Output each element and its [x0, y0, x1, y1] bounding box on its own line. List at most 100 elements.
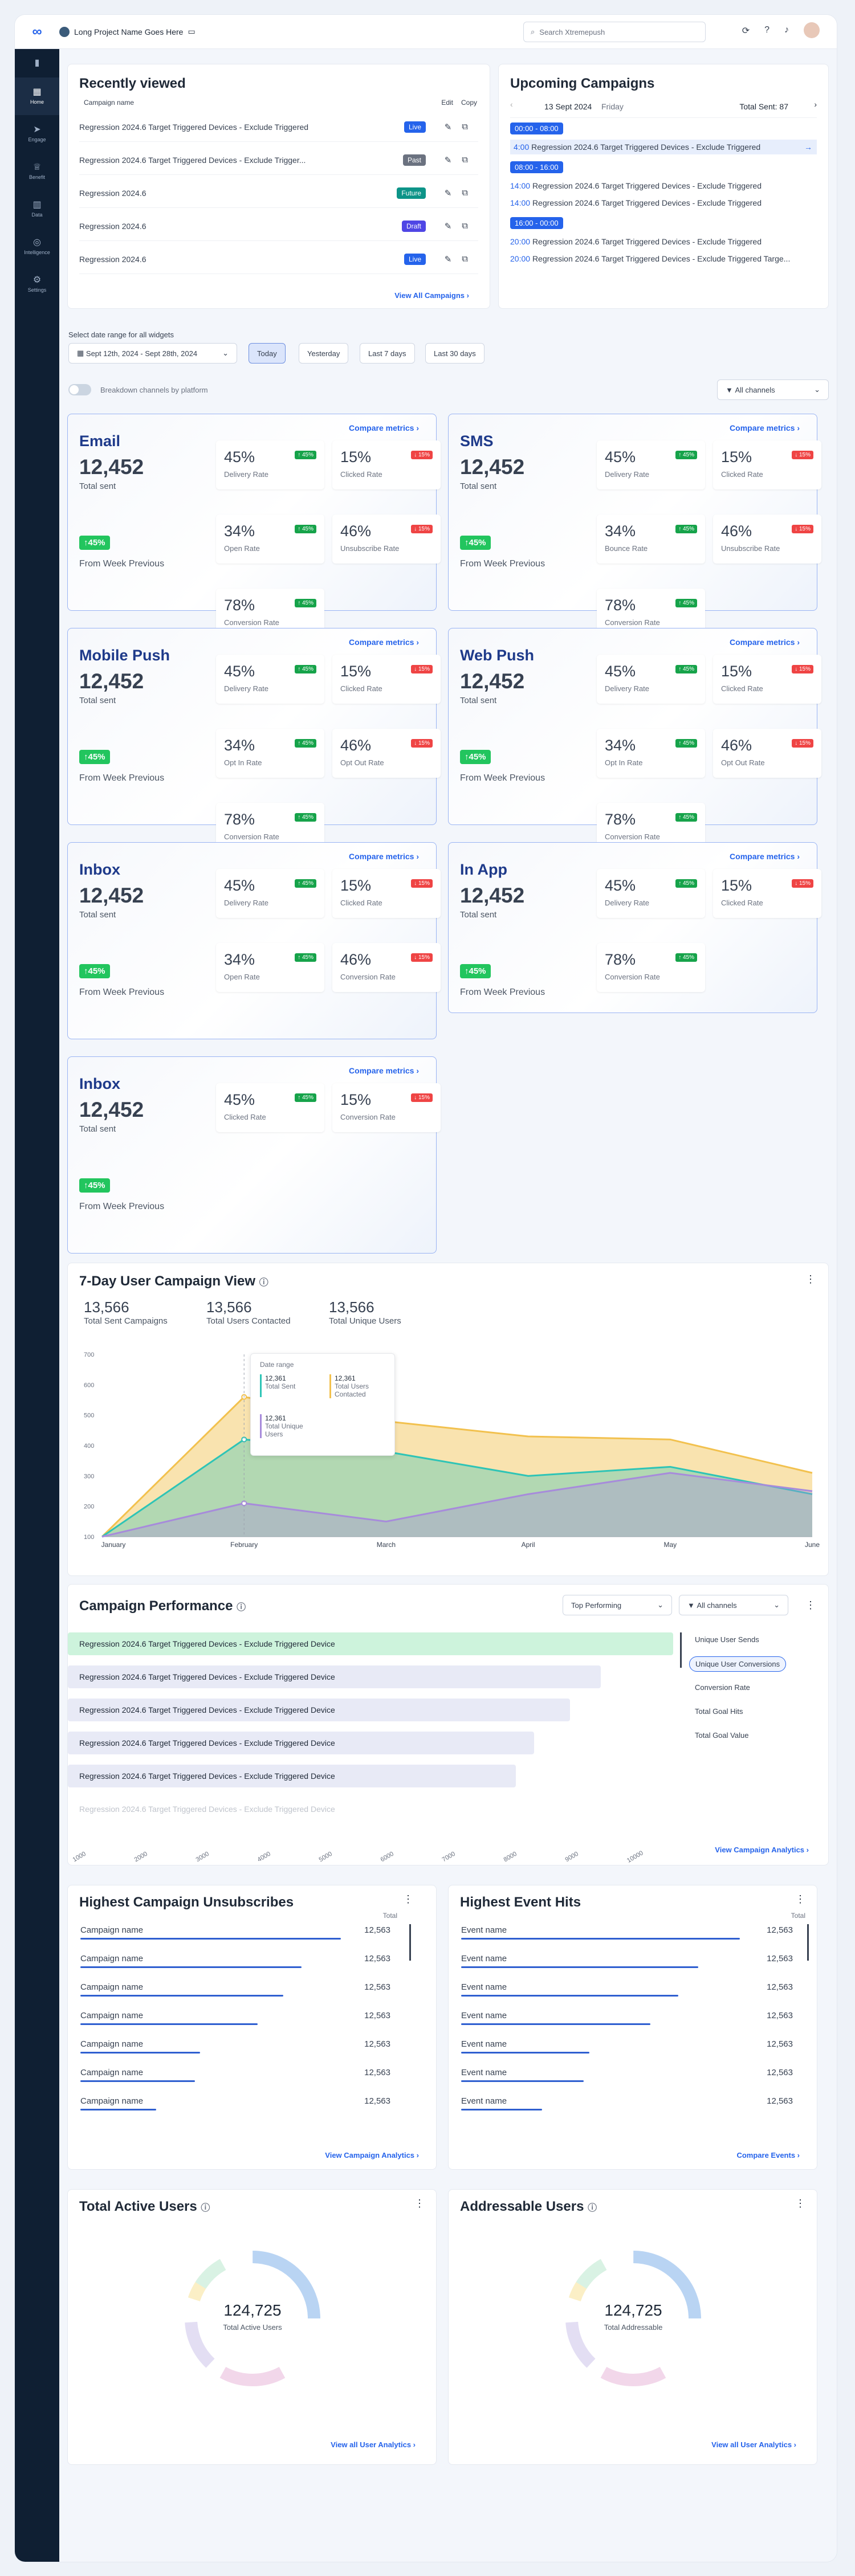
list-item[interactable]: Campaign name 12,563: [80, 2036, 390, 2060]
info-icon[interactable]: ⓘ: [237, 1603, 246, 1612]
metric-tile[interactable]: 46% Opt Out Rate ↓ 15%: [332, 729, 441, 778]
edit-icon[interactable]: ✎: [444, 188, 452, 198]
copy-icon[interactable]: ⧉: [462, 187, 468, 198]
edit-icon[interactable]: ✎: [444, 221, 452, 231]
view-user-analytics-link[interactable]: View all User Analytics ›: [711, 2440, 796, 2449]
project-selector[interactable]: Long Project Name Goes Here ▭: [59, 26, 196, 37]
metric-tile[interactable]: 46% Unsubscribe Rate ↓ 15%: [332, 515, 441, 564]
compare-metrics-link[interactable]: Compare metrics ›: [349, 423, 419, 432]
metric-tile[interactable]: 15% Clicked Rate ↓ 15%: [332, 869, 441, 918]
sidebar-item-engage[interactable]: ➤ Engage: [15, 115, 59, 153]
recent-row[interactable]: Regression 2024.6 Future ✎ ⧉: [79, 178, 478, 208]
recent-row[interactable]: Regression 2024.6 Target Triggered Devic…: [79, 112, 478, 142]
metric-tile[interactable]: 15% Clicked Rate ↓ 15%: [332, 440, 441, 489]
more-icon[interactable]: ⋮: [805, 1273, 816, 1285]
list-item[interactable]: Event name 12,563: [461, 1979, 793, 2003]
more-icon[interactable]: ⋮: [403, 1893, 413, 1905]
sort-select[interactable]: Top Performing ⌄: [563, 1595, 672, 1615]
upcoming-item[interactable]: 20:00 Regression 2024.6 Target Triggered…: [510, 234, 817, 249]
logo[interactable]: ∞: [32, 23, 42, 39]
scroll-indicator[interactable]: [409, 1924, 411, 1961]
donut-segment[interactable]: [565, 2251, 701, 2386]
recent-row[interactable]: Regression 2024.6 Target Triggered Devic…: [79, 145, 478, 175]
metric-tile[interactable]: 45% Delivery Rate ↑ 45%: [216, 655, 324, 704]
sidebar-item-benefit[interactable]: ♕ Benefit: [15, 153, 59, 190]
metric-tile[interactable]: 45% Delivery Rate ↑ 45%: [597, 440, 705, 489]
channels-filter[interactable]: ▼ All channels ⌄: [717, 379, 829, 400]
recent-row[interactable]: Regression 2024.6 Live ✎ ⧉: [79, 244, 478, 274]
edit-icon[interactable]: ✎: [444, 254, 452, 264]
performance-bar[interactable]: Regression 2024.6 Target Triggered Devic…: [68, 1665, 601, 1688]
performance-bar[interactable]: Regression 2024.6 Target Triggered Devic…: [68, 1632, 673, 1655]
metric-tile[interactable]: 15% Clicked Rate ↓ 15%: [713, 869, 821, 918]
list-item[interactable]: Campaign name 12,563: [80, 2007, 390, 2031]
upcoming-item[interactable]: 14:00 Regression 2024.6 Target Triggered…: [510, 195, 817, 210]
donut-segment[interactable]: [185, 2251, 320, 2386]
metric-tile[interactable]: 15% Clicked Rate ↓ 15%: [713, 655, 821, 704]
metric-tile[interactable]: 34% Opt In Rate ↑ 45%: [597, 729, 705, 778]
copy-icon[interactable]: ⧉: [462, 254, 468, 264]
view-campaign-analytics-link[interactable]: View Campaign Analytics ›: [715, 1846, 809, 1854]
prev-day-icon[interactable]: ‹: [510, 100, 513, 109]
list-item[interactable]: Campaign name 12,563: [80, 2093, 390, 2117]
metric-tile[interactable]: 78% Conversion Rate ↑ 45%: [597, 943, 705, 992]
metric-tile[interactable]: 45% Delivery Rate ↑ 45%: [597, 869, 705, 918]
scroll-indicator[interactable]: [807, 1924, 809, 1961]
copy-icon[interactable]: ⧉: [462, 154, 468, 165]
edit-icon[interactable]: ✎: [444, 122, 452, 132]
info-icon[interactable]: ⓘ: [201, 2203, 210, 2213]
list-item[interactable]: Event name 12,563: [461, 1950, 793, 1974]
copy-icon[interactable]: ⧉: [462, 221, 468, 231]
info-icon[interactable]: ⓘ: [588, 2203, 597, 2213]
compare-metrics-link[interactable]: Compare metrics ›: [349, 638, 419, 647]
more-icon[interactable]: ⋮: [795, 2198, 805, 2209]
metric-tile[interactable]: 15% Clicked Rate ↓ 15%: [332, 655, 441, 704]
more-icon[interactable]: ⋮: [795, 1893, 805, 1905]
metric-option[interactable]: Total Goal Hits: [695, 1707, 743, 1716]
compare-metrics-link[interactable]: Compare metrics ›: [730, 638, 800, 647]
perf-channels-select[interactable]: ▼ All channels ⌄: [679, 1595, 788, 1615]
metric-tile[interactable]: 15% Conversion Rate ↓ 15%: [332, 1083, 441, 1132]
metric-tile[interactable]: 34% Opt In Rate ↑ 45%: [216, 729, 324, 778]
bell-icon[interactable]: ♪: [784, 25, 789, 35]
edit-icon[interactable]: ✎: [444, 155, 452, 165]
compare-metrics-link[interactable]: Compare metrics ›: [349, 852, 419, 861]
next-day-icon[interactable]: ›: [814, 100, 817, 109]
yesterday-button[interactable]: Yesterday: [299, 343, 349, 364]
list-item[interactable]: Event name 12,563: [461, 2093, 793, 2117]
list-item[interactable]: Event name 12,563: [461, 2036, 793, 2060]
sidebar-item-settings[interactable]: ⚙ Settings: [15, 266, 59, 303]
recent-row[interactable]: Regression 2024.6 Draft ✎ ⧉: [79, 211, 478, 241]
help-icon[interactable]: ?: [764, 25, 769, 35]
performance-bar[interactable]: Regression 2024.6 Target Triggered Devic…: [68, 1798, 335, 1820]
list-item[interactable]: Campaign name 12,563: [80, 1922, 390, 1946]
upcoming-item[interactable]: 14:00 Regression 2024.6 Target Triggered…: [510, 178, 817, 193]
compare-metrics-link[interactable]: Compare metrics ›: [730, 423, 800, 432]
refresh-icon[interactable]: ⟳: [742, 26, 750, 36]
metric-tile[interactable]: 45% Delivery Rate ↑ 45%: [597, 655, 705, 704]
upcoming-item[interactable]: 20:00 Regression 2024.6 Target Triggered…: [510, 251, 817, 266]
sidebar-item-home[interactable]: ▦ Home: [15, 77, 59, 115]
upcoming-item[interactable]: 4:00 Regression 2024.6 Target Triggered …: [510, 140, 817, 154]
search-input[interactable]: ⌕ Search Xtremepush: [523, 22, 706, 42]
metric-tile[interactable]: 15% Clicked Rate ↓ 15%: [713, 440, 821, 489]
metric-tile[interactable]: 34% Open Rate ↑ 45%: [216, 515, 324, 564]
list-item[interactable]: Campaign name 12,563: [80, 2064, 390, 2088]
metric-option[interactable]: Conversion Rate: [695, 1683, 750, 1692]
arrow-right-icon[interactable]: →: [804, 142, 812, 152]
metric-tile[interactable]: 46% Unsubscribe Rate ↓ 15%: [713, 515, 821, 564]
view-campaign-analytics-link[interactable]: View Campaign Analytics ›: [325, 2151, 419, 2159]
performance-bar[interactable]: Regression 2024.6 Target Triggered Devic…: [68, 1699, 571, 1721]
more-icon[interactable]: ⋮: [414, 2198, 425, 2209]
donut-segment[interactable]: [565, 2251, 701, 2386]
list-item[interactable]: Event name 12,563: [461, 2064, 793, 2088]
avatar[interactable]: [804, 22, 820, 38]
compare-events-link[interactable]: Compare Events ›: [736, 2151, 800, 2159]
compare-metrics-link[interactable]: Compare metrics ›: [349, 1066, 419, 1075]
view-user-analytics-link[interactable]: View all User Analytics ›: [331, 2440, 416, 2449]
view-all-campaigns-link[interactable]: View All Campaigns ›: [394, 291, 469, 300]
sidebar-item-data[interactable]: ▥ Data: [15, 190, 59, 228]
performance-bar[interactable]: Regression 2024.6 Target Triggered Devic…: [68, 1765, 516, 1787]
folder-icon[interactable]: ▭: [188, 27, 196, 36]
list-item[interactable]: Campaign name 12,563: [80, 1979, 390, 2003]
